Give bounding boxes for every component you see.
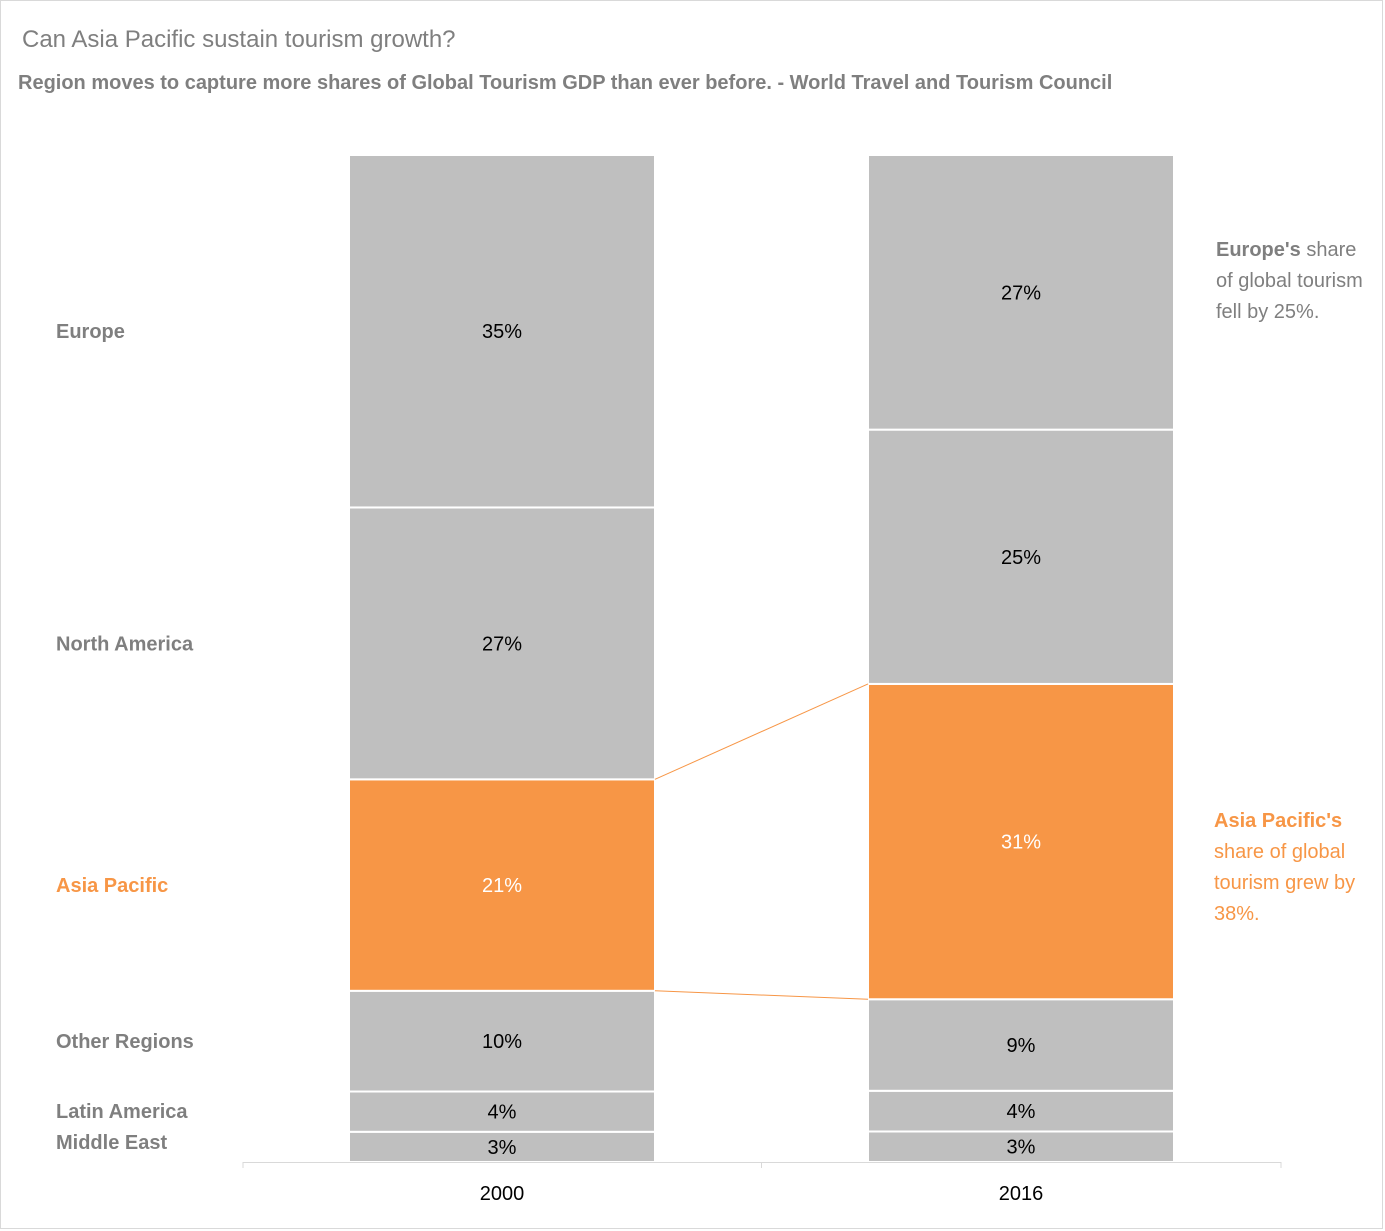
value-label-asia-pacific-2016: 31%: [1001, 832, 1041, 854]
category-label-europe: Europe: [56, 321, 125, 343]
bar-asia-pacific-2016: [867, 682, 1175, 1001]
bar-europe-2016: [867, 154, 1175, 431]
value-label-middle-east-2016: 3%: [1007, 1137, 1036, 1159]
x-tick-label-2000: 2000: [480, 1183, 525, 1205]
category-label-north-america: North America: [56, 633, 194, 655]
value-label-asia-pacific-2000: 21%: [482, 875, 522, 897]
bar-latin-america-2016: [867, 1089, 1175, 1133]
asia-pacific-annotation-text: share of global tourism grew by 38%.: [1214, 841, 1356, 925]
category-label-middle-east: Middle East: [56, 1132, 167, 1154]
bar-other-regions-2016: [867, 998, 1175, 1092]
category-label-latin-america: Latin America: [56, 1101, 188, 1123]
bar-europe-2000: [348, 154, 656, 509]
europe-annotation: Europe's share of global tourism fell by…: [1216, 235, 1376, 328]
asia-pacific-annotation-bold: Asia Pacific's: [1214, 810, 1343, 832]
value-label-other-regions-2000: 10%: [482, 1031, 522, 1053]
bar-north-america-2000: [348, 506, 656, 781]
europe-annotation-text: share of global tourism fell by 25%.: [1216, 239, 1363, 323]
x-tick-label-2016: 2016: [999, 1183, 1044, 1205]
connector-top-asia-pacific: [654, 683, 869, 780]
chart-subtitle: Region moves to capture more shares of G…: [18, 72, 1113, 94]
category-label-asia-pacific: Asia Pacific: [56, 875, 168, 897]
value-label-other-regions-2016: 9%: [1007, 1035, 1036, 1057]
bar-latin-america-2000: [348, 1090, 656, 1133]
connector-bottom-asia-pacific: [654, 990, 869, 1000]
value-label-north-america-2000: 27%: [482, 633, 522, 655]
value-label-north-america-2016: 25%: [1001, 547, 1041, 569]
value-label-europe-2000: 35%: [482, 321, 522, 343]
value-label-middle-east-2000: 3%: [488, 1137, 517, 1159]
value-label-latin-america-2016: 4%: [1007, 1101, 1036, 1123]
value-label-europe-2016: 27%: [1001, 282, 1041, 304]
chart-title: Can Asia Pacific sustain tourism growth?: [22, 26, 456, 53]
bar-other-regions-2000: [348, 989, 656, 1093]
europe-annotation-bold: Europe's: [1216, 239, 1301, 261]
category-label-other-regions: Other Regions: [56, 1031, 194, 1053]
bar-middle-east-2016: [867, 1130, 1175, 1164]
bar-north-america-2016: [867, 428, 1175, 685]
asia-pacific-annotation: Asia Pacific's share of global tourism g…: [1214, 806, 1379, 930]
value-label-latin-america-2000: 4%: [488, 1102, 517, 1124]
